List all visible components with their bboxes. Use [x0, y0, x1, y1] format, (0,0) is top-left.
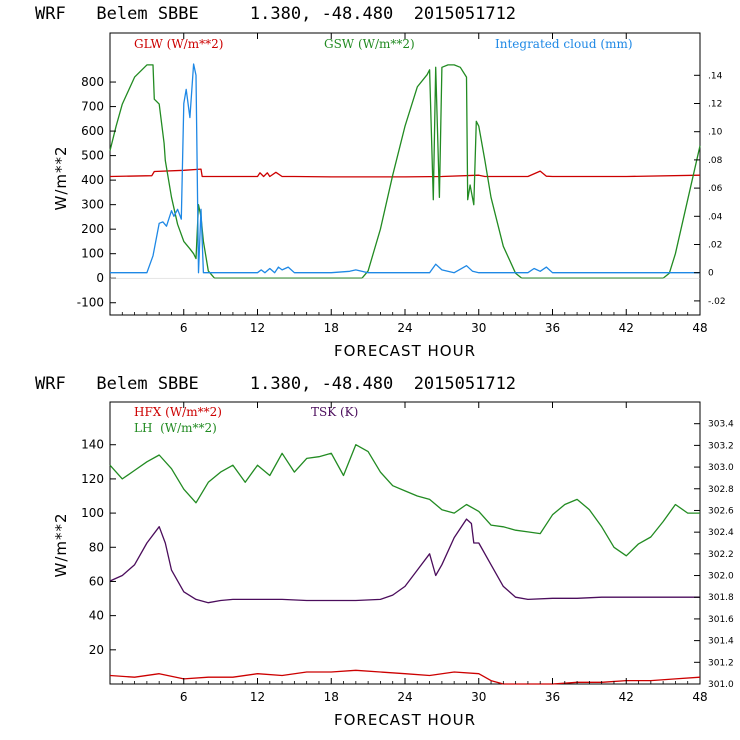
y2-tick-label: 301.6 — [708, 615, 734, 625]
legend-glw: GLW (W/m**2) — [134, 37, 223, 51]
y2-tick-label: .02 — [708, 241, 722, 251]
x-tick-label: 6 — [180, 321, 188, 335]
legend-1: GLW (W/m**2) GSW (W/m**2) Integrated clo… — [134, 37, 633, 51]
y2-tick-label: 301.0 — [708, 680, 734, 690]
x-tick-label: 12 — [250, 690, 265, 704]
y-tick-label: 40 — [89, 609, 104, 623]
chart-panel-2: WRF Belem SBBE 1.380, -48.480 2015051712… — [35, 374, 734, 729]
x-tick-label: 6 — [180, 690, 188, 704]
series-line-gsw — [109, 64, 701, 279]
y2-tick-label: 0 — [708, 269, 714, 279]
y2-tick-label: 301.2 — [708, 658, 734, 668]
legend-hfx: HFX (W/m**2) — [134, 405, 222, 419]
y-tick-label: 300 — [81, 198, 104, 212]
series-line-tsk — [109, 518, 700, 604]
series-line-integrated — [110, 63, 700, 274]
series-line-lh — [109, 444, 700, 557]
y-tick-label: 500 — [81, 149, 104, 163]
legend-gsw: GSW (W/m**2) — [324, 37, 415, 51]
y2-tick-label: .08 — [708, 156, 723, 166]
y2-tick-label: 302.2 — [708, 550, 734, 560]
y2-tick-label: 301.4 — [708, 637, 734, 647]
legend-tsk: TSK (K) — [311, 405, 358, 419]
y2-tick-label: .12 — [708, 100, 722, 110]
y-tick-label: 140 — [81, 438, 104, 452]
y2-tick-label: 303.0 — [708, 463, 734, 473]
y2-tick-label: -.02 — [708, 297, 726, 307]
series-line-glw — [109, 168, 701, 178]
chart-title-2: WRF Belem SBBE 1.380, -48.480 2015051712 — [35, 374, 516, 394]
y-tick-label: 200 — [81, 222, 104, 236]
y2-tick-label: .14 — [708, 71, 723, 81]
y2-tick-label: .10 — [708, 128, 723, 138]
series-line-hfx — [109, 669, 701, 685]
y-tick-label: 400 — [81, 173, 104, 187]
y2-tick-label: .04 — [708, 212, 723, 222]
chart-title-1: WRF Belem SBBE 1.380, -48.480 2015051712 — [35, 4, 516, 24]
xlabel-2: FORECAST HOUR — [334, 711, 476, 729]
y-tick-label: 0 — [96, 271, 104, 285]
y-tick-label: 20 — [89, 643, 104, 657]
x-tick-label: 18 — [324, 321, 339, 335]
x-tick-label: 36 — [545, 321, 560, 335]
ylabel-2: W/m**2 — [52, 512, 70, 577]
y2-tick-label: 303.4 — [708, 420, 734, 430]
x-tick-label: 48 — [692, 690, 707, 704]
y2-tick-label: 302.4 — [708, 528, 734, 538]
x-tick-label: 12 — [250, 321, 265, 335]
x-tick-label: 18 — [324, 690, 339, 704]
legend-lh: LH (W/m**2) — [134, 421, 217, 435]
x-tick-label: 30 — [471, 321, 486, 335]
chart-panel-1: WRF Belem SBBE 1.380, -48.480 2015051712… — [35, 4, 726, 360]
x-tick-label: 36 — [545, 690, 560, 704]
y2-tick-label: 302.8 — [708, 485, 734, 495]
x-tick-label: 24 — [397, 321, 412, 335]
xlabel-1: FORECAST HOUR — [334, 342, 476, 360]
y2-tick-label: 301.8 — [708, 593, 734, 603]
y-tick-label: -100 — [77, 296, 104, 310]
x-tick-label: 42 — [619, 321, 634, 335]
y2-tick-label: 302.6 — [708, 506, 734, 516]
y2-tick-label: 303.2 — [708, 441, 734, 451]
x-tick-label: 48 — [692, 321, 707, 335]
x-tick-label: 42 — [619, 690, 634, 704]
legend-cloud: Integrated cloud (mm) — [495, 37, 633, 51]
y-tick-label: 60 — [89, 574, 104, 588]
y-tick-label: 80 — [89, 540, 104, 554]
x-tick-label: 24 — [397, 690, 412, 704]
y-tick-label: 700 — [81, 100, 104, 114]
legend-2: HFX (W/m**2) LH (W/m**2) TSK (K) — [134, 405, 358, 435]
y-tick-label: 100 — [81, 247, 104, 261]
ylabel-1: W/m**2 — [52, 145, 70, 210]
y-tick-label: 800 — [81, 75, 104, 89]
y-tick-label: 100 — [81, 506, 104, 520]
y-tick-label: 600 — [81, 124, 104, 138]
x-tick-label: 30 — [471, 690, 486, 704]
y-tick-label: 120 — [81, 472, 104, 486]
y2-tick-label: 302.0 — [708, 572, 734, 582]
y2-tick-label: .06 — [708, 184, 723, 194]
